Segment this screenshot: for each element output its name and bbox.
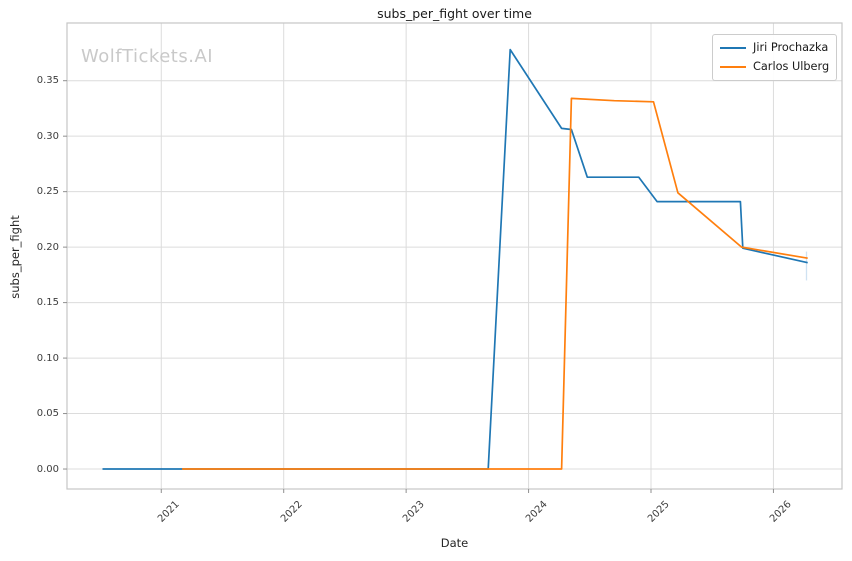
legend-label: Jiri Prochazka [753, 41, 829, 54]
legend-line-swatch-orange [720, 65, 746, 68]
y-tick-label: 0.05 [36, 408, 59, 420]
y-tick-label: 0.35 [36, 75, 59, 87]
legend-item-carlos-ulberg: Carlos Ulberg [720, 57, 829, 76]
y-tick-label: 0.15 [36, 297, 59, 309]
legend-label: Carlos Ulberg [753, 60, 830, 73]
y-tick-label: 0.25 [36, 186, 59, 198]
chart-title: subs_per_fight over time [377, 6, 532, 21]
plot-border [66, 22, 843, 490]
legend-line-swatch-blue [720, 46, 746, 49]
legend-item-jiri-prochazka: Jiri Prochazka [720, 38, 829, 57]
y-tick-label: 0.20 [36, 241, 59, 253]
series-line-jiri-prochazka [102, 48, 808, 470]
x-axis-label: Date [440, 536, 469, 550]
y-axis-label: subs_per_fight [8, 215, 22, 299]
watermark: WolfTickets.AI [81, 46, 214, 67]
legend: Jiri Prochazka Carlos Ulberg [712, 34, 837, 81]
series-line-carlos-ulberg [182, 97, 808, 470]
y-tick-label: 0.10 [36, 352, 59, 364]
y-tick-label: 0.00 [36, 463, 59, 475]
y-tick-label: 0.30 [36, 130, 59, 142]
